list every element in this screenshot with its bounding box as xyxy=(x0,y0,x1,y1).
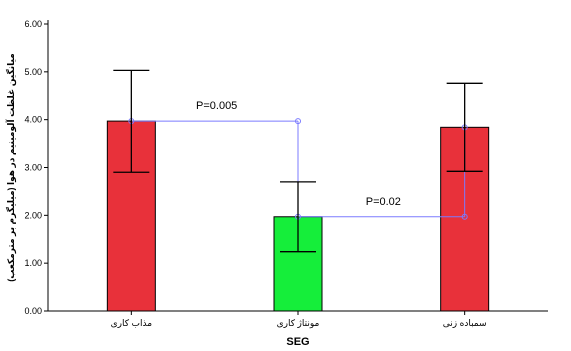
x-category-label: مونتاژ کاری xyxy=(277,318,320,328)
y-tick-label: 4.00 xyxy=(24,115,42,125)
x-axis-categories: مذاب کاری مونتاژ کاری سمباده زنی xyxy=(111,311,487,328)
y-axis-label: میانگین غلظت آلومینیم در هوا (میلیگرم بر… xyxy=(5,53,17,281)
x-category-label: سمباده زنی xyxy=(443,318,487,328)
p-value-annotation: P=0.005 xyxy=(196,100,237,112)
x-category-label: مذاب کاری xyxy=(111,318,153,328)
y-tick-label: 2.00 xyxy=(24,210,42,220)
y-tick-label: 3.00 xyxy=(24,163,42,173)
y-tick-label: 5.00 xyxy=(24,67,42,77)
y-tick-label: 6.00 xyxy=(24,19,42,29)
y-tick-label: 0.00 xyxy=(24,306,42,316)
y-tick-label: 1.00 xyxy=(24,258,42,268)
y-axis-ticks: 0.00 1.00 2.00 3.00 4.00 5.00 6.00 xyxy=(24,19,48,316)
x-axis-label: SEG xyxy=(286,336,309,348)
p-value-annotation: P=0.02 xyxy=(366,196,401,208)
